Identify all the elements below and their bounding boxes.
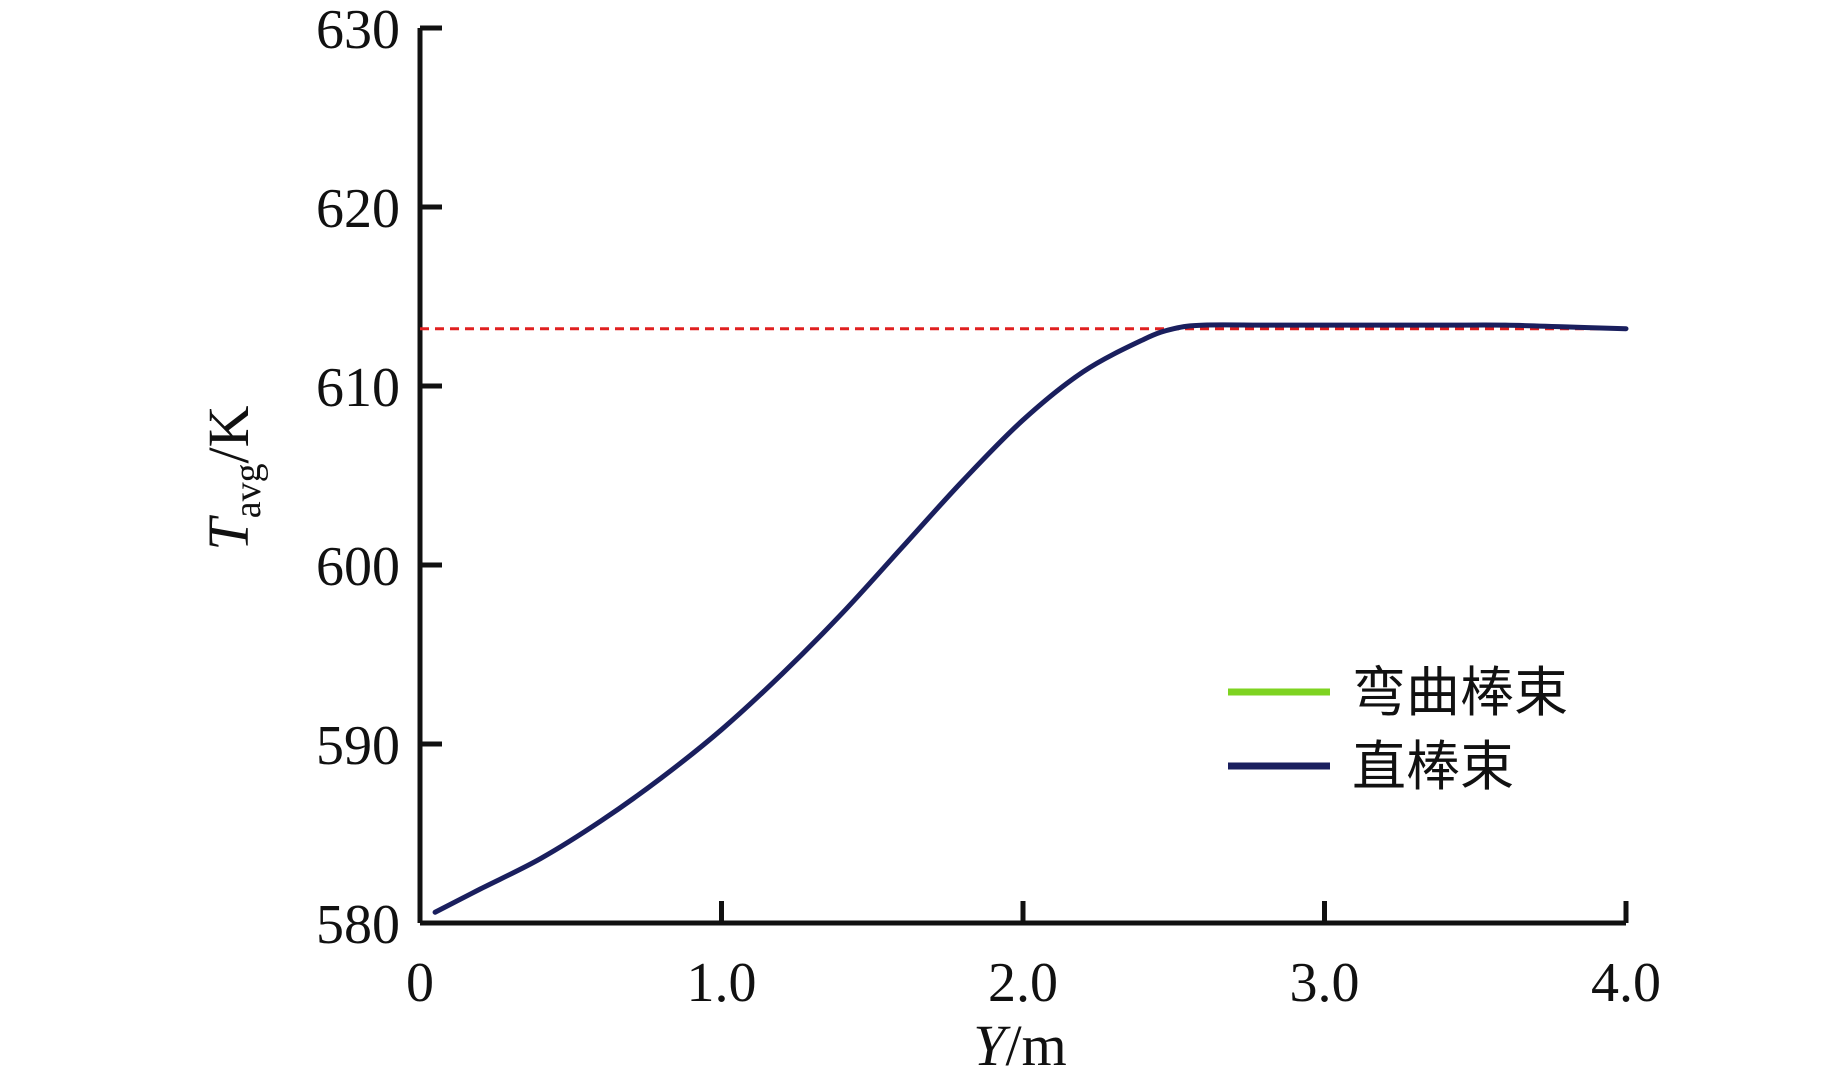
y-tick-label: 620 — [316, 178, 400, 240]
y-axis-label: Tavg/K — [196, 405, 269, 550]
x-axis-label-unit: /m — [1006, 1013, 1067, 1077]
x-axis-label-var: Y — [973, 1013, 1011, 1077]
svg-text:Tavg/K: Tavg/K — [196, 405, 269, 550]
x-tick-label: 1.0 — [687, 952, 757, 1014]
series-line-2 — [432, 322, 1629, 915]
y-tick-label: 630 — [316, 0, 400, 61]
y-axis-label-unit: /K — [196, 405, 261, 463]
x-tick-label: 3.0 — [1290, 952, 1360, 1014]
y-tick-label: 590 — [316, 715, 400, 777]
y-tick-label: 600 — [316, 536, 400, 598]
legend-label-2: 直棒束 — [1352, 735, 1514, 798]
ticks — [420, 25, 1629, 926]
legend: 弯曲棒束 直棒束 — [1228, 661, 1568, 798]
x-tick-label: 0 — [406, 952, 434, 1014]
x-axis-label: Y/m — [973, 1013, 1067, 1077]
series-group — [432, 322, 1629, 915]
y-axis-label-var: T — [196, 515, 261, 551]
y-tick-label: 580 — [316, 894, 400, 956]
tick-labels: 580 590 600 610 620 630 0 1.0 2.0 3.0 4.0 — [316, 0, 1661, 1014]
y-tick-label: 610 — [316, 357, 400, 419]
legend-label-1: 弯曲棒束 — [1352, 661, 1568, 724]
y-axis-label-sub: avg — [227, 463, 269, 518]
x-tick-label: 2.0 — [988, 952, 1058, 1014]
x-tick-label: 4.0 — [1591, 952, 1661, 1014]
